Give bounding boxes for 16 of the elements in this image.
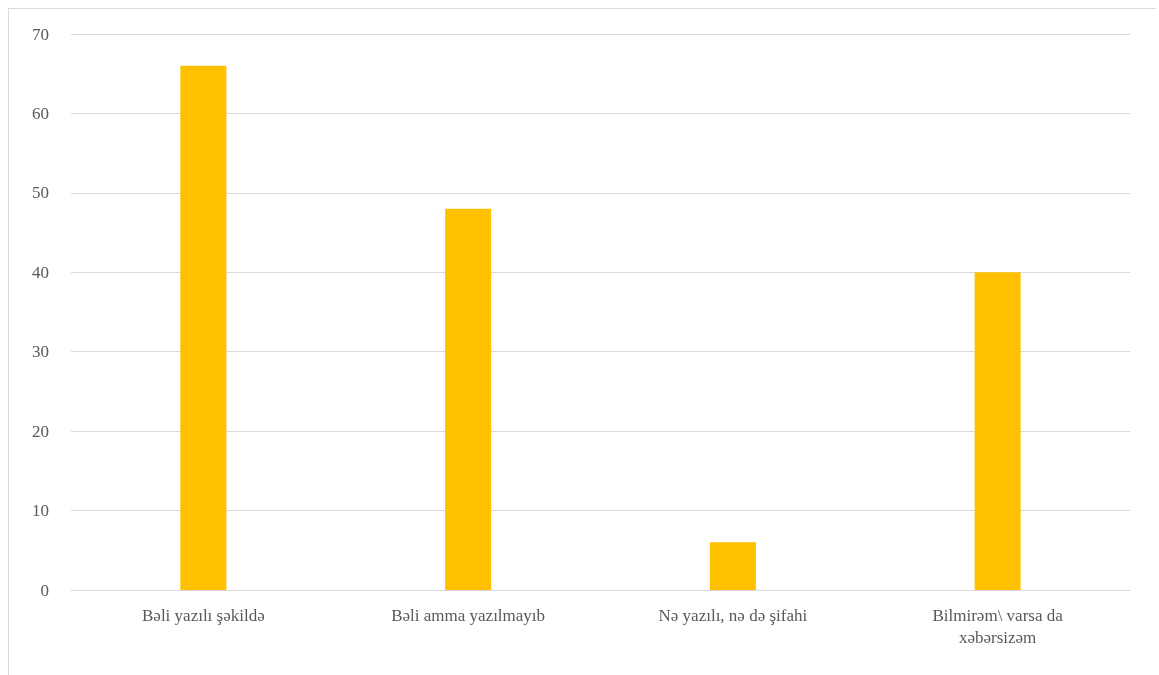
x-tick-label: Nə yazılı, nə də şifahi [658,605,808,625]
y-tick-label: 10 [32,501,49,521]
x-tick-label: Bəli yazılı şəkildə [142,605,265,625]
x-tick-label: Bəli amma yazılmayıb [391,605,546,625]
y-tick-label: 60 [32,103,49,123]
y-tick-label: 0 [40,580,49,600]
x-tick-label: Bilmirəm\ varsa da xəbərsizəm [932,605,1064,647]
y-tick-label: 50 [32,183,49,203]
y-tick-label: 40 [32,262,49,282]
y-tick-label: 30 [32,342,49,362]
bar [180,65,227,590]
bar [709,542,756,590]
bar [974,272,1021,590]
y-tick-label: 70 [32,24,49,44]
y-tick-label: 20 [32,421,49,441]
bar [445,208,492,590]
